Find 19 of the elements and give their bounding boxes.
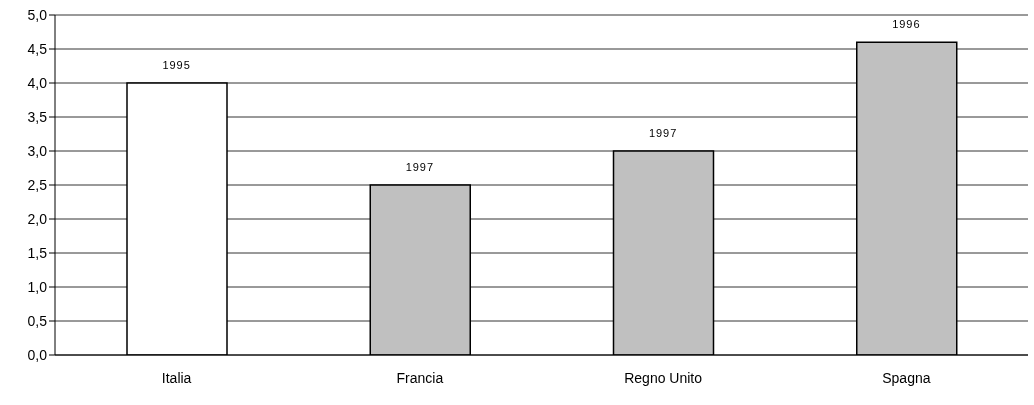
annotation: 1997	[648, 127, 678, 139]
y-tick-label: 4,5	[27, 40, 48, 57]
y-tick-label: 2,0	[27, 210, 48, 227]
y-tick-label: 2,5	[27, 176, 48, 193]
x-tick-label: Regno Unito	[624, 369, 703, 386]
x-tick-label: Spagna	[882, 369, 931, 386]
y-tick-label: 0,0	[27, 346, 48, 363]
y-tick-label: 5,0	[27, 6, 48, 23]
y-tick-label: 3,0	[27, 142, 48, 159]
annotation: 1997	[405, 161, 435, 173]
y-tick-label: 0,5	[27, 312, 48, 329]
annotation: 1995	[162, 59, 191, 71]
y-tick-label: 4,0	[27, 74, 48, 91]
y-tick-label: 1,0	[27, 278, 48, 295]
y-tick-label: 3,5	[27, 108, 48, 125]
y-tick-label: 1,5	[27, 244, 48, 261]
annotation: 1996	[892, 18, 921, 31]
x-tick-label: Italia	[161, 369, 192, 386]
x-tick-label: Francia	[396, 369, 444, 386]
